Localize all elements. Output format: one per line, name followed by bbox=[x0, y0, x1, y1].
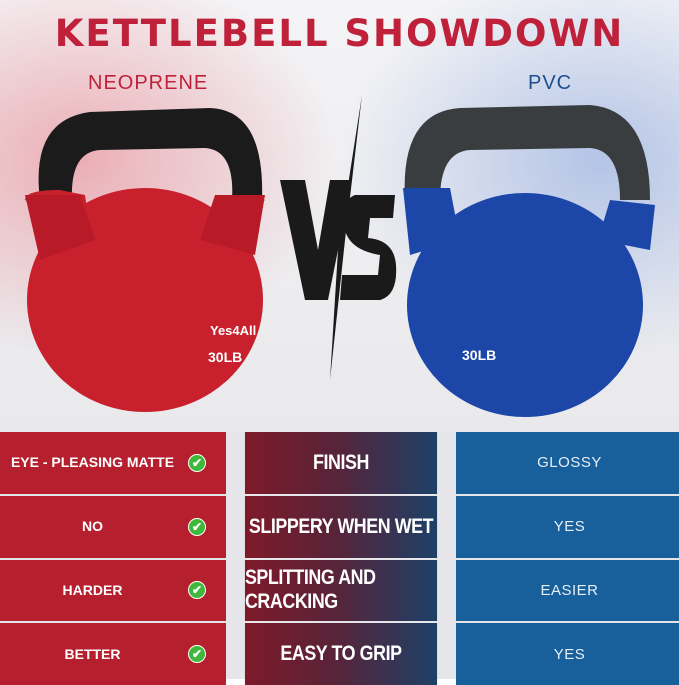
pvc-cell: GLOSSY bbox=[456, 432, 679, 494]
left-weight: 30LB bbox=[208, 349, 242, 365]
pvc-kettlebell: 30LB bbox=[403, 105, 655, 417]
check-icon: ✔ bbox=[188, 645, 206, 664]
feature-cell: SPLITTING AND CRACKING bbox=[244, 559, 438, 622]
brand-logo: Yes4All bbox=[210, 323, 256, 338]
feature-cell: EASY TO GRIP bbox=[244, 623, 438, 685]
neoprene-value: HARDER bbox=[62, 581, 123, 598]
neoprene-value: EYE - PLEASING MATTE bbox=[10, 454, 175, 471]
neoprene-cell: HARDER ✔ bbox=[0, 559, 226, 622]
comparison-table: EYE - PLEASING MATTE ✔ FINISH GLOSSY NO ✔ S… bbox=[0, 432, 679, 685]
neoprene-value: NO bbox=[82, 518, 103, 535]
neoprene-cell: EYE - PLEASING MATTE ✔ bbox=[0, 432, 226, 494]
feature-cell: SLIPPERY WHEN WET bbox=[244, 495, 438, 558]
neoprene-value: BETTER bbox=[64, 645, 121, 662]
right-weight: 30LB bbox=[462, 347, 496, 363]
pvc-cell: YES bbox=[456, 495, 679, 558]
check-icon: ✔ bbox=[188, 453, 206, 472]
check-icon: ✔ bbox=[188, 581, 206, 600]
neoprene-kettlebell: Yes4All 30LB bbox=[25, 108, 265, 412]
kettlebell-illustration: Yes4All 30LB 30LB bbox=[25, 95, 655, 417]
check-icon: ✔ bbox=[188, 517, 206, 536]
feature-cell: FINISH bbox=[244, 432, 438, 494]
neoprene-cell: BETTER ✔ bbox=[0, 623, 226, 685]
neoprene-cell: NO ✔ bbox=[0, 495, 226, 558]
pvc-cell: EASIER bbox=[456, 559, 679, 622]
page-title: KETTLEBELL SHOWDOWN bbox=[54, 12, 625, 55]
pvc-cell: YES bbox=[456, 623, 679, 685]
vs-graphic bbox=[280, 95, 397, 380]
neoprene-label: NEOPRENE bbox=[88, 72, 209, 94]
pvc-label: PVC bbox=[528, 72, 573, 94]
